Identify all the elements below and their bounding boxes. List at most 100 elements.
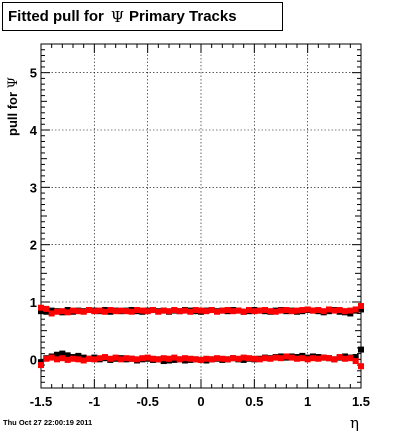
data-point: [139, 355, 146, 362]
data-point: [331, 307, 338, 314]
x-tick-label: 0: [197, 394, 204, 409]
series-1: [38, 303, 364, 317]
x-tick-labels: -1.5 -1 -0.5 0 0.5 1 1.5: [30, 394, 370, 409]
data-point: [288, 354, 295, 361]
data-point: [224, 307, 231, 314]
data-point: [155, 356, 162, 363]
data-point: [112, 308, 119, 315]
data-point: [315, 307, 322, 314]
data-point: [150, 355, 156, 362]
y-tick-label: 4: [30, 123, 38, 138]
data-point: [102, 354, 108, 361]
title-prefix: Fitted pull for: [8, 8, 104, 25]
data-point: [358, 346, 364, 353]
chart-title: Fitted pull for Ψ Primary Tracks: [2, 2, 283, 31]
data-point: [219, 355, 226, 362]
data-point: [48, 354, 55, 361]
x-tick-label: -0.5: [136, 394, 158, 409]
data-point: [192, 356, 199, 363]
data-point: [54, 356, 60, 363]
x-tick-label: 1.5: [352, 394, 370, 409]
data-point: [208, 307, 215, 314]
data-point: [166, 355, 172, 362]
data-point: [155, 308, 162, 315]
data-point: [203, 355, 210, 362]
data-point: [70, 307, 76, 314]
data-point: [144, 354, 151, 361]
data-point: [38, 308, 44, 315]
data-point: [294, 355, 300, 362]
data-point: [123, 308, 130, 315]
data-point: [187, 355, 194, 362]
data-point: [112, 354, 119, 361]
data-point: [294, 307, 300, 314]
data-point: [352, 358, 359, 365]
data-point: [208, 356, 215, 363]
data-point: [59, 308, 66, 315]
data-point: [64, 309, 71, 316]
data-point: [96, 355, 103, 362]
data-point: [342, 308, 348, 315]
data-point: [310, 355, 316, 362]
title-psi-symbol: Ψ: [110, 7, 124, 26]
data-point: [299, 355, 306, 362]
data-point: [176, 308, 183, 315]
data-point: [358, 306, 364, 313]
data-point: [187, 308, 194, 315]
data-point: [107, 355, 114, 362]
data-point: [347, 355, 354, 362]
data-points: [38, 303, 364, 370]
data-point: [144, 308, 151, 315]
data-point: [352, 306, 359, 313]
data-point: [160, 307, 167, 314]
data-point: [80, 357, 87, 364]
data-point: [38, 362, 44, 369]
data-point: [198, 307, 204, 314]
data-point: [75, 356, 82, 363]
data-point: [54, 308, 60, 315]
data-point: [299, 307, 306, 314]
timestamp-label: Thu Oct 27 22:00:19 2011: [3, 418, 93, 427]
y-tick-label: 3: [30, 180, 37, 195]
data-point: [235, 307, 242, 314]
data-point: [70, 355, 76, 362]
data-point: [96, 307, 103, 314]
data-point: [310, 307, 316, 314]
data-point: [171, 307, 178, 314]
data-point: [118, 307, 124, 314]
data-point: [86, 355, 92, 362]
data-point: [91, 356, 98, 363]
data-point: [59, 350, 66, 357]
data-point: [59, 355, 66, 362]
data-point: [198, 356, 204, 363]
data-point: [251, 355, 258, 362]
data-point: [283, 307, 290, 314]
data-point: [342, 355, 348, 362]
data-point: [91, 308, 98, 315]
data-point: [192, 307, 199, 314]
data-point: [262, 307, 268, 314]
data-point: [272, 354, 279, 361]
data-point: [230, 355, 236, 362]
data-point: [246, 355, 252, 362]
data-point: [315, 355, 322, 362]
data-point: [304, 356, 311, 363]
data-point: [251, 308, 258, 315]
data-point: [166, 308, 172, 315]
data-point: [262, 355, 268, 362]
data-point: [288, 308, 295, 315]
data-point: [283, 353, 290, 360]
data-point: [160, 355, 167, 362]
data-point: [171, 354, 178, 361]
x-tick-label: 0.5: [245, 394, 263, 409]
data-point: [134, 356, 140, 363]
data-point: [214, 308, 220, 315]
data-point: [235, 355, 242, 362]
y-tick-label: 5: [30, 66, 37, 81]
data-point: [128, 308, 135, 315]
data-point: [336, 307, 343, 314]
data-point: [150, 307, 156, 314]
data-point: [64, 352, 71, 359]
data-point: [256, 356, 263, 363]
